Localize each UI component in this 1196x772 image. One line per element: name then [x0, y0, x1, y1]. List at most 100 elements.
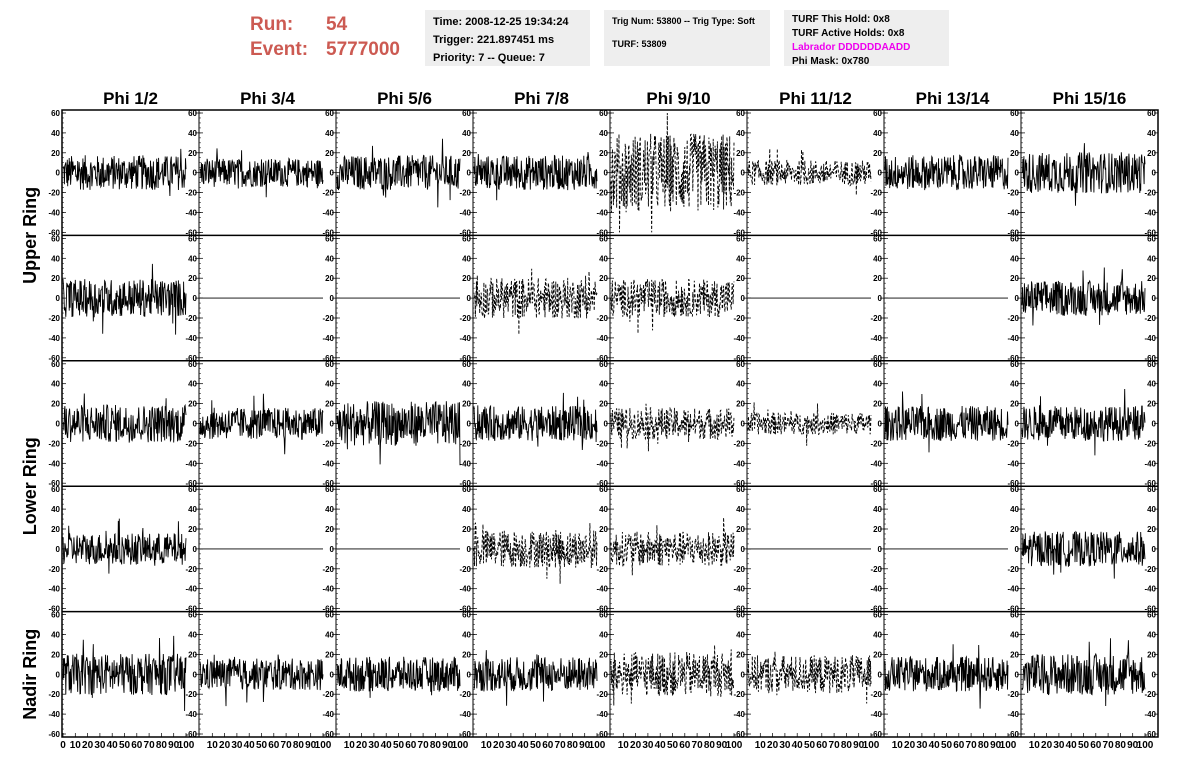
x-tick-label: 90	[853, 740, 865, 751]
y-tick-label: 40	[51, 129, 60, 138]
y-tick-label-right: 0	[1152, 169, 1157, 178]
x-tick-label: 90	[442, 740, 454, 751]
y-tick-label-right: 0	[330, 670, 335, 679]
y-tick-label-right: 40	[188, 631, 197, 640]
y-tick-label-right: 60	[736, 611, 745, 620]
y-tick-label-right: 60	[873, 234, 882, 243]
y-tick-label: 60	[51, 611, 60, 620]
y-tick-label-right: 40	[1147, 631, 1156, 640]
y-tick-label-right: -40	[185, 459, 197, 468]
y-tick-label-right: -20	[185, 690, 197, 699]
y-tick-label-right: -40	[1144, 209, 1156, 218]
waveform-trace	[747, 148, 872, 196]
y-tick-label-right: 20	[325, 274, 334, 283]
y-tick-label-right: 20	[736, 525, 745, 534]
y-tick-label-right: 40	[1010, 380, 1019, 389]
y-tick-label-right: -60	[185, 228, 197, 237]
turf-this-hold-text: TURF This Hold: 0x8	[792, 14, 890, 25]
x-tick-label: 40	[381, 740, 393, 751]
y-tick-label-right: 0	[467, 294, 472, 303]
y-tick-label-right: 60	[599, 485, 608, 494]
y-tick-label-right: -60	[870, 730, 882, 739]
turf-info-box: TURF This Hold: 0x8 TURF Active Holds: 0…	[784, 10, 949, 67]
run-line: Run: 54	[250, 12, 400, 37]
y-tick-label-right: 0	[1152, 294, 1157, 303]
y-tick-label-right: -20	[322, 439, 334, 448]
y-tick-label: -40	[48, 209, 60, 218]
turf-text: TURF: 53809	[612, 39, 667, 49]
y-tick-label-right: 20	[1147, 149, 1156, 158]
y-tick-label: -20	[48, 439, 60, 448]
y-tick-label-right: -40	[596, 459, 608, 468]
y-tick-label-right: -60	[322, 228, 334, 237]
y-tick-label-right: 20	[462, 274, 471, 283]
y-tick-label-right: -20	[870, 690, 882, 699]
y-tick-label-right: 0	[741, 545, 746, 554]
y-tick-label: -60	[48, 479, 60, 488]
waveform-trace	[473, 522, 598, 584]
y-tick-label-right: 40	[462, 254, 471, 263]
y-tick-label-right: -20	[733, 439, 745, 448]
y-tick-label-right: 60	[462, 485, 471, 494]
y-tick-label-right: 20	[1010, 400, 1019, 409]
x-tick-label: 60	[679, 740, 691, 751]
ring-label: Lower Ring	[20, 437, 40, 535]
y-tick-label-right: 40	[462, 631, 471, 640]
y-tick-label: -40	[48, 459, 60, 468]
y-tick-label-right: 0	[1015, 294, 1020, 303]
y-tick-label-right: 0	[467, 169, 472, 178]
y-tick-label-right: 40	[736, 254, 745, 263]
y-tick-label-right: 0	[1152, 670, 1157, 679]
waveform-trace	[747, 402, 872, 446]
y-tick-label-right: 40	[188, 254, 197, 263]
y-tick-label-right: -60	[322, 730, 334, 739]
x-tick-label: 50	[941, 740, 953, 751]
y-tick-label-right: 60	[1010, 485, 1019, 494]
y-tick-label-right: 0	[604, 169, 609, 178]
x-tick-label: 100	[452, 740, 469, 751]
x-tick-label: 40	[655, 740, 667, 751]
y-tick-label-right: 40	[325, 505, 334, 514]
x-tick-label: 80	[1115, 740, 1127, 751]
x-tick-label: 70	[966, 740, 978, 751]
waveform-trace	[199, 148, 324, 198]
y-tick-label-right: 40	[188, 505, 197, 514]
x-tick-label: 50	[804, 740, 816, 751]
y-tick-label-right: 0	[878, 294, 883, 303]
y-tick-label-right: 40	[736, 380, 745, 389]
y-tick-label-right: 60	[462, 109, 471, 118]
y-tick-label-right: 40	[1010, 505, 1019, 514]
y-tick-label-right: 40	[873, 129, 882, 138]
x-tick-label: 80	[567, 740, 579, 751]
y-tick-label-right: 0	[193, 420, 198, 429]
waveform-trace	[62, 393, 187, 443]
waveform-trace	[62, 635, 187, 712]
x-tick-label: 60	[1090, 740, 1102, 751]
y-tick-label-right: -20	[322, 565, 334, 574]
y-tick-label-right: 20	[188, 149, 197, 158]
y-tick-label-right: 20	[325, 149, 334, 158]
y-tick-label-right: 20	[188, 525, 197, 534]
y-tick-label-right: -40	[322, 209, 334, 218]
waveform-trace	[199, 654, 324, 707]
y-tick-label-right: 0	[193, 545, 198, 554]
y-tick-label-right: -20	[596, 439, 608, 448]
y-tick-label-right: -20	[1144, 565, 1156, 574]
y-tick-label-right: -40	[870, 334, 882, 343]
y-tick-label-right: 40	[1010, 129, 1019, 138]
y-tick-label-right: 60	[599, 360, 608, 369]
y-tick-label-right: -60	[870, 605, 882, 614]
y-tick-label-right: 0	[604, 545, 609, 554]
waveform-trace	[473, 650, 598, 706]
waveform-trace	[884, 391, 1009, 453]
run-label: Run:	[250, 14, 294, 35]
y-tick-label-right: -40	[870, 209, 882, 218]
column-header: Phi 11/12	[779, 89, 852, 108]
y-tick-label-right: 60	[1010, 360, 1019, 369]
y-tick-label-right: 0	[878, 545, 883, 554]
waveform-trace	[473, 392, 598, 451]
x-tick-label: 50	[1078, 740, 1090, 751]
y-tick-label-right: -60	[596, 730, 608, 739]
y-tick-label-right: -60	[733, 354, 745, 363]
y-tick-label-right: -40	[1144, 710, 1156, 719]
